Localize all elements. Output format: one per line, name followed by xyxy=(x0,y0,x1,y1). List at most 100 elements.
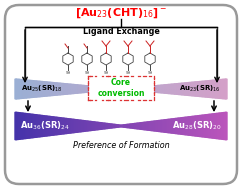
Polygon shape xyxy=(193,116,195,136)
Polygon shape xyxy=(76,85,77,93)
Polygon shape xyxy=(207,81,209,97)
Polygon shape xyxy=(189,117,190,135)
Polygon shape xyxy=(135,123,136,129)
Polygon shape xyxy=(206,115,207,137)
Polygon shape xyxy=(113,124,114,128)
Polygon shape xyxy=(197,82,199,96)
Polygon shape xyxy=(104,87,106,91)
Polygon shape xyxy=(64,84,66,94)
Polygon shape xyxy=(214,80,216,98)
Polygon shape xyxy=(108,88,110,90)
Polygon shape xyxy=(19,79,21,99)
Polygon shape xyxy=(131,124,132,128)
Text: SH: SH xyxy=(147,71,153,75)
Polygon shape xyxy=(196,116,197,136)
Polygon shape xyxy=(79,85,80,93)
Text: Au$_{23}$(SR)$_{16}$: Au$_{23}$(SR)$_{16}$ xyxy=(179,84,221,94)
Polygon shape xyxy=(117,125,118,127)
Text: Preference of Formation: Preference of Formation xyxy=(73,140,169,149)
Polygon shape xyxy=(114,124,115,128)
Polygon shape xyxy=(187,117,189,135)
Polygon shape xyxy=(139,87,141,91)
Polygon shape xyxy=(22,80,23,98)
Polygon shape xyxy=(220,80,221,98)
Polygon shape xyxy=(38,115,39,137)
Polygon shape xyxy=(70,84,72,94)
Polygon shape xyxy=(159,85,161,93)
Polygon shape xyxy=(209,81,210,97)
Polygon shape xyxy=(148,86,149,92)
Polygon shape xyxy=(202,81,203,97)
Polygon shape xyxy=(84,86,86,92)
Text: SH: SH xyxy=(103,71,109,75)
Polygon shape xyxy=(56,117,57,135)
Polygon shape xyxy=(35,115,36,137)
Polygon shape xyxy=(217,80,219,98)
Polygon shape xyxy=(49,116,50,136)
Polygon shape xyxy=(46,116,47,136)
Polygon shape xyxy=(149,122,151,130)
Polygon shape xyxy=(118,125,120,127)
Polygon shape xyxy=(176,118,178,134)
Polygon shape xyxy=(42,81,43,96)
Polygon shape xyxy=(59,83,60,95)
Polygon shape xyxy=(45,82,46,96)
Polygon shape xyxy=(127,88,128,90)
Polygon shape xyxy=(138,123,139,129)
Polygon shape xyxy=(132,124,134,128)
Polygon shape xyxy=(111,124,113,128)
Polygon shape xyxy=(72,119,73,133)
Polygon shape xyxy=(122,125,124,127)
Polygon shape xyxy=(25,80,26,98)
Polygon shape xyxy=(52,117,53,135)
Polygon shape xyxy=(166,85,168,93)
Polygon shape xyxy=(91,122,93,130)
Polygon shape xyxy=(165,85,166,93)
Polygon shape xyxy=(200,115,202,137)
Polygon shape xyxy=(192,82,193,96)
Polygon shape xyxy=(90,86,91,92)
Polygon shape xyxy=(110,88,111,90)
Polygon shape xyxy=(111,88,113,90)
Polygon shape xyxy=(83,85,84,93)
Text: Ligand Exchange: Ligand Exchange xyxy=(83,28,159,36)
Polygon shape xyxy=(50,117,52,136)
Polygon shape xyxy=(57,83,59,95)
Polygon shape xyxy=(23,80,25,98)
Polygon shape xyxy=(73,119,74,133)
Polygon shape xyxy=(36,115,38,137)
Polygon shape xyxy=(107,88,108,90)
Polygon shape xyxy=(169,119,170,133)
Polygon shape xyxy=(106,123,107,129)
Polygon shape xyxy=(139,123,141,129)
Polygon shape xyxy=(163,120,165,132)
Polygon shape xyxy=(70,119,72,133)
Polygon shape xyxy=(223,112,224,139)
Polygon shape xyxy=(173,119,175,133)
Polygon shape xyxy=(94,122,96,130)
Polygon shape xyxy=(185,83,186,95)
Polygon shape xyxy=(91,86,93,92)
Polygon shape xyxy=(196,82,197,96)
Polygon shape xyxy=(77,85,79,93)
Polygon shape xyxy=(62,83,63,95)
FancyBboxPatch shape xyxy=(89,77,153,99)
Polygon shape xyxy=(129,88,131,90)
Polygon shape xyxy=(213,114,214,138)
Polygon shape xyxy=(172,84,173,94)
Polygon shape xyxy=(106,88,107,91)
Polygon shape xyxy=(60,83,62,95)
Polygon shape xyxy=(179,83,180,95)
Polygon shape xyxy=(96,87,97,91)
Polygon shape xyxy=(120,125,121,127)
Text: SH: SH xyxy=(84,71,90,75)
Polygon shape xyxy=(25,113,26,139)
Polygon shape xyxy=(100,123,101,129)
Polygon shape xyxy=(223,79,224,99)
Polygon shape xyxy=(204,115,206,137)
Polygon shape xyxy=(204,81,206,97)
Polygon shape xyxy=(158,85,159,93)
Polygon shape xyxy=(89,121,90,131)
Polygon shape xyxy=(220,113,221,139)
Polygon shape xyxy=(202,115,203,137)
